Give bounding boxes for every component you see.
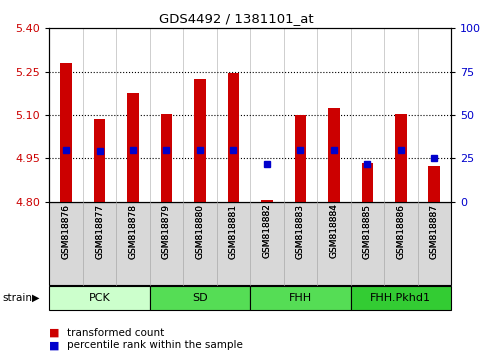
Bar xyxy=(428,166,440,202)
Text: GSM818880: GSM818880 xyxy=(195,204,205,258)
Text: GSM818885: GSM818885 xyxy=(363,204,372,258)
Text: GSM818878: GSM818878 xyxy=(129,204,138,258)
Text: GSM818887: GSM818887 xyxy=(430,204,439,258)
Text: FHH.Pkhd1: FHH.Pkhd1 xyxy=(370,293,431,303)
Text: PCK: PCK xyxy=(89,293,110,303)
Text: ■: ■ xyxy=(49,340,60,350)
Bar xyxy=(127,93,139,202)
Text: percentile rank within the sample: percentile rank within the sample xyxy=(67,340,243,350)
Bar xyxy=(228,73,239,202)
Bar xyxy=(161,114,173,202)
Text: ▶: ▶ xyxy=(32,293,40,303)
Text: strain: strain xyxy=(2,293,33,303)
Text: GSM818883: GSM818883 xyxy=(296,204,305,258)
Bar xyxy=(60,63,72,202)
Text: FHH: FHH xyxy=(289,293,312,303)
Text: GSM818886: GSM818886 xyxy=(396,204,405,258)
Bar xyxy=(395,114,407,202)
Text: GSM818876: GSM818876 xyxy=(62,204,70,258)
Text: GSM818880: GSM818880 xyxy=(195,204,205,258)
Text: GDS4492 / 1381101_at: GDS4492 / 1381101_at xyxy=(159,12,314,25)
Text: GSM818876: GSM818876 xyxy=(62,204,70,258)
Bar xyxy=(261,200,273,202)
Bar xyxy=(361,163,373,202)
Text: GSM818882: GSM818882 xyxy=(262,204,272,258)
Text: GSM818882: GSM818882 xyxy=(262,204,272,258)
Text: GSM818885: GSM818885 xyxy=(363,204,372,258)
Text: transformed count: transformed count xyxy=(67,328,164,338)
Text: ■: ■ xyxy=(49,328,60,338)
Text: GSM818883: GSM818883 xyxy=(296,204,305,258)
Text: GSM818887: GSM818887 xyxy=(430,204,439,258)
Text: GSM818886: GSM818886 xyxy=(396,204,405,258)
Bar xyxy=(194,79,206,202)
Text: GSM818881: GSM818881 xyxy=(229,204,238,258)
Bar xyxy=(294,115,306,202)
Text: GSM818877: GSM818877 xyxy=(95,204,104,258)
Bar xyxy=(94,119,106,202)
Text: SD: SD xyxy=(192,293,208,303)
Text: GSM818877: GSM818877 xyxy=(95,204,104,258)
Text: GSM818884: GSM818884 xyxy=(329,204,338,258)
Text: GSM818881: GSM818881 xyxy=(229,204,238,258)
Text: GSM818879: GSM818879 xyxy=(162,204,171,258)
Text: GSM818884: GSM818884 xyxy=(329,204,338,258)
Bar xyxy=(328,108,340,202)
Text: GSM818879: GSM818879 xyxy=(162,204,171,258)
Text: GSM818878: GSM818878 xyxy=(129,204,138,258)
